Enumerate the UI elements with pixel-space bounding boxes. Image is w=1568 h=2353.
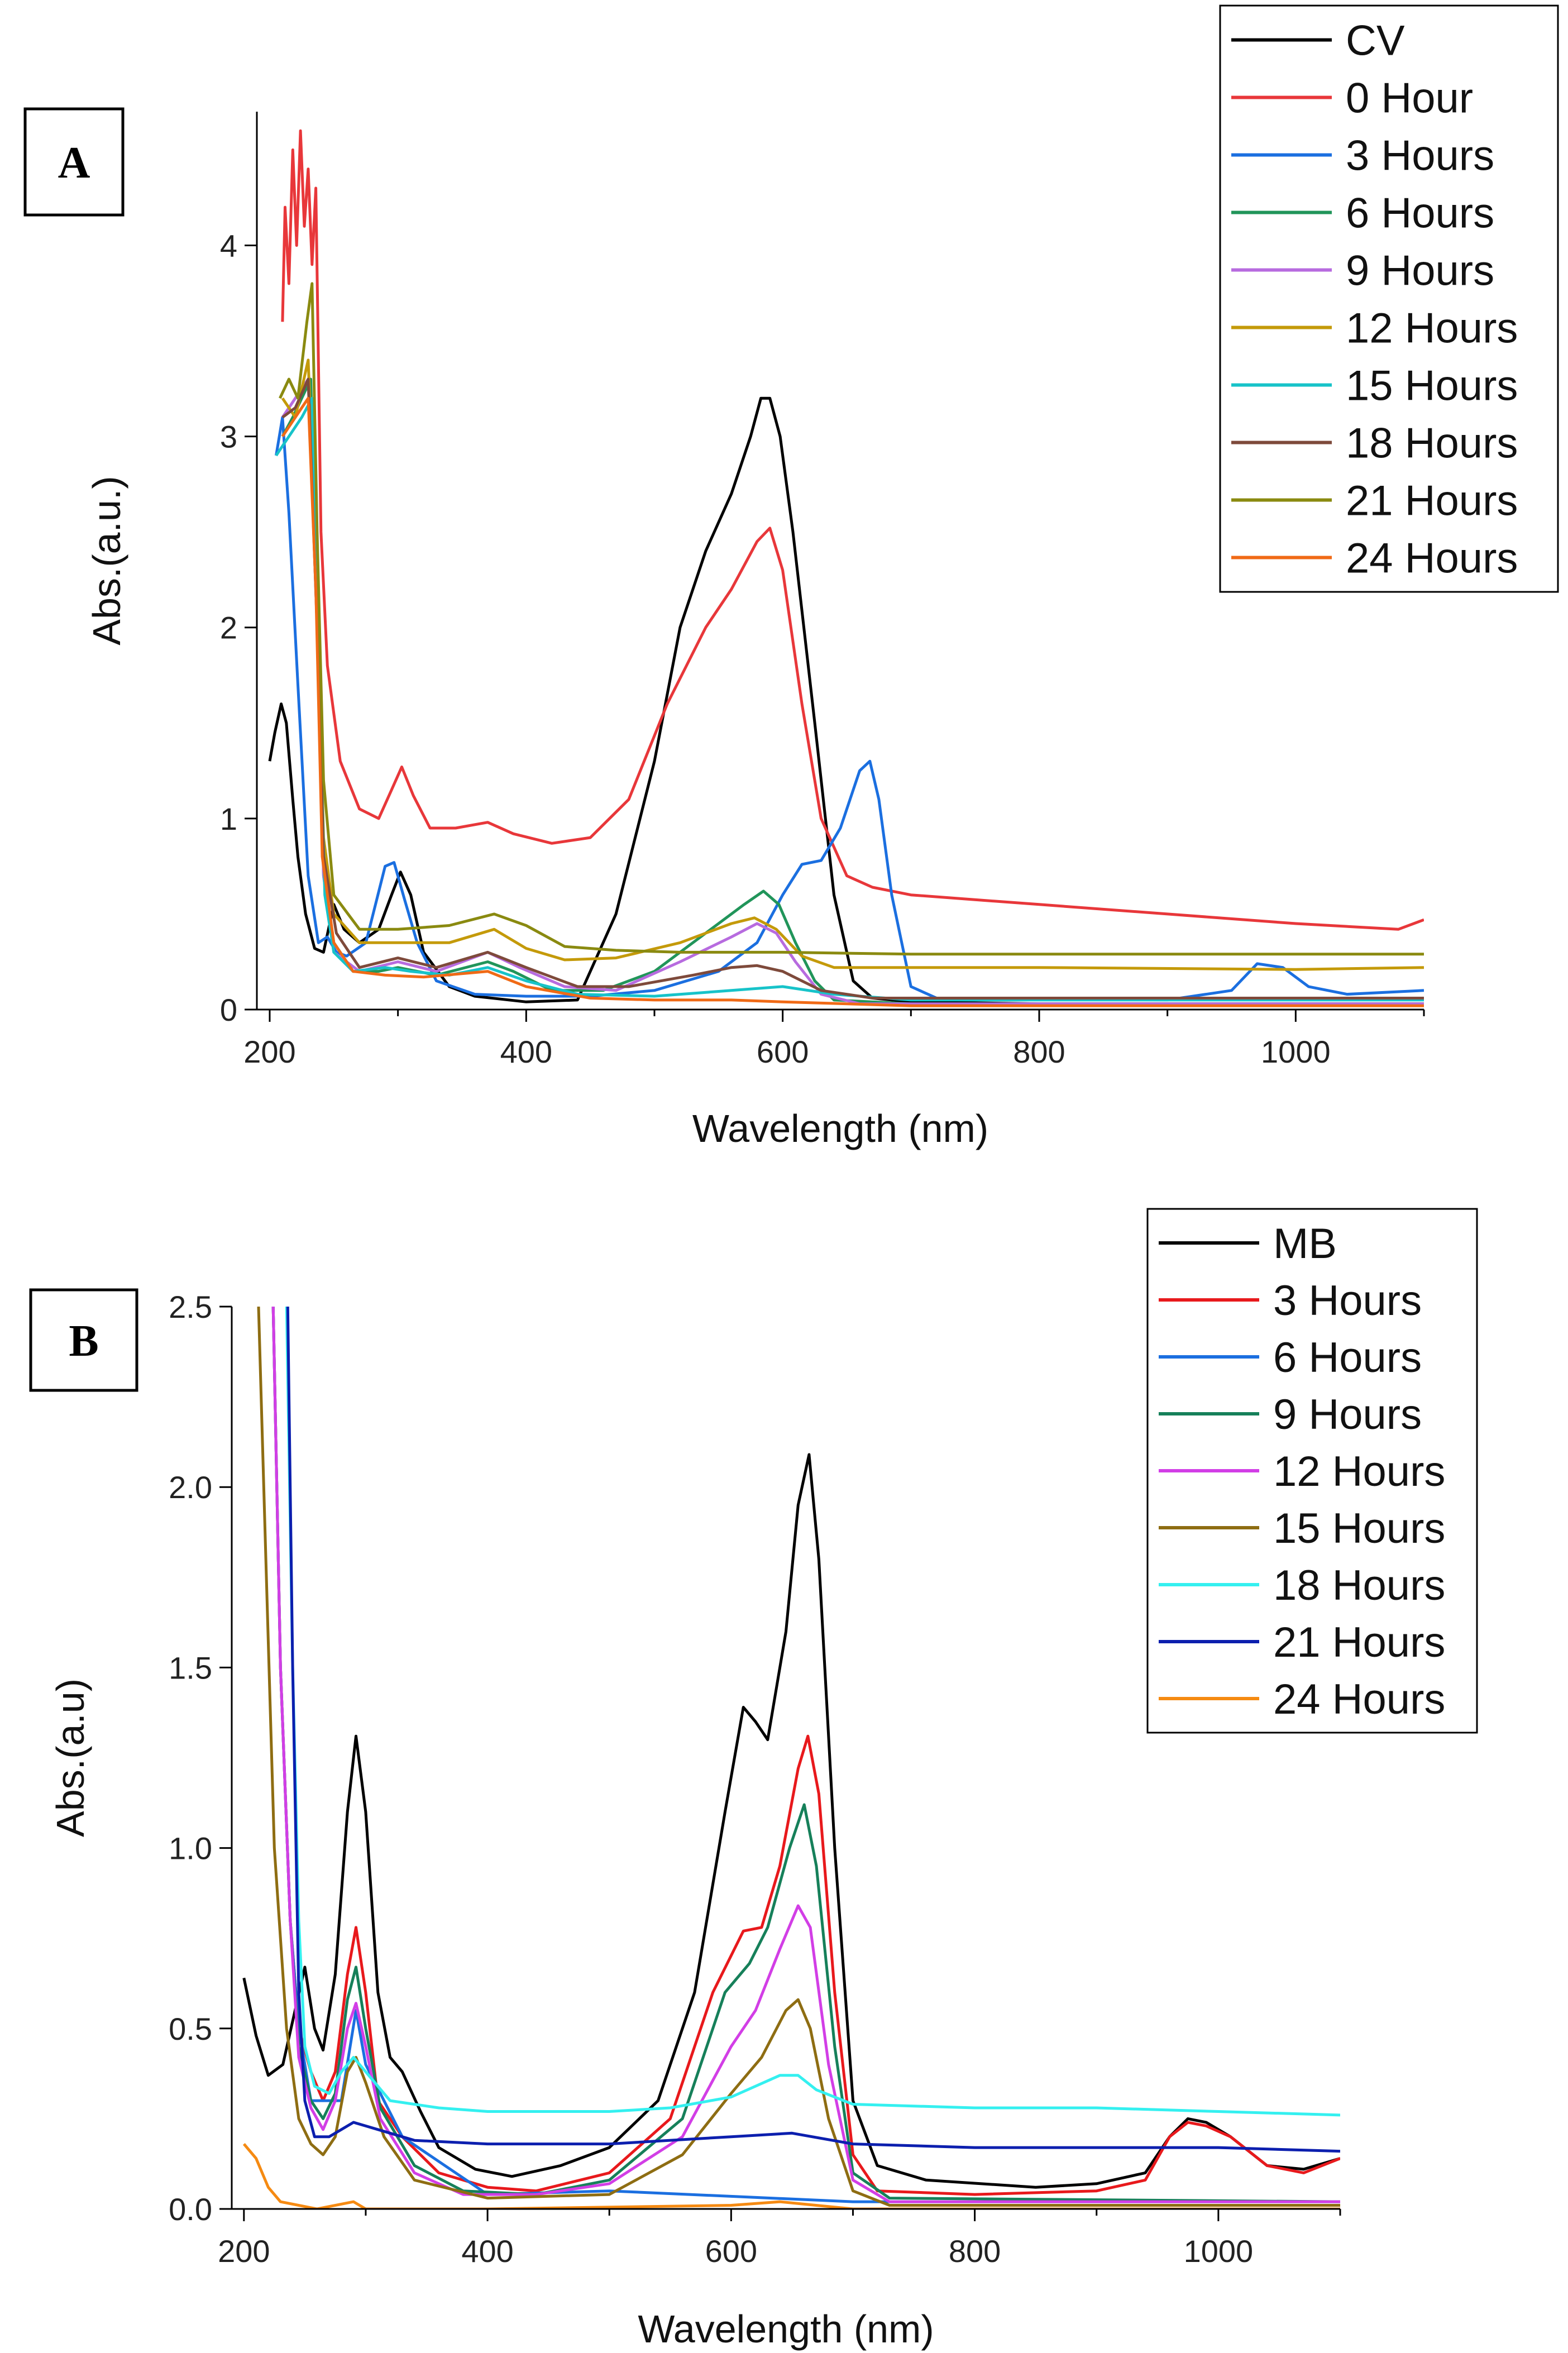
legend: CV 0 Hour 3 Hours 6 Hours 9 Hours 12 Hours 15 … bbox=[1219, 4, 1559, 593]
legend-entry: 21 Hours bbox=[1273, 1619, 1445, 1666]
legend-entry: 21 Hours bbox=[1346, 477, 1518, 525]
series-line-24-hours bbox=[281, 396, 1424, 1007]
legend-entry: 12 Hours bbox=[1273, 1448, 1445, 1495]
y-tick-label: 2.5 bbox=[169, 1289, 212, 1324]
series-line-18-hours bbox=[285, 1307, 1340, 2117]
series-line-21-hours bbox=[286, 1307, 1340, 2153]
x-tick-label: 800 bbox=[949, 2234, 1001, 2269]
panel-label-box bbox=[23, 107, 125, 217]
chart-panel-b: 200 400 600 800 1000 0.0 0.5 1.0 1.5 2.0 2.5 Wavele… bbox=[29, 1208, 1478, 2351]
x-tick-label: 800 bbox=[1013, 1034, 1065, 1069]
legend-box bbox=[1219, 4, 1559, 593]
y-tick-label: 1.5 bbox=[169, 1650, 212, 1685]
x-tick-label: 400 bbox=[461, 2234, 513, 2269]
x-axis-label: Wavelength (nm) bbox=[638, 2307, 934, 2351]
legend-entry: 3 Hours bbox=[1346, 132, 1494, 180]
y-tick-label: 1.0 bbox=[169, 1831, 212, 1866]
series-line-3-hours bbox=[271, 1307, 1340, 2196]
x-tick-label: 1000 bbox=[1261, 1034, 1331, 1069]
y-tick-label: 3 bbox=[220, 419, 237, 455]
legend-entry: 18 Hours bbox=[1346, 420, 1518, 467]
legend-entry: 24 Hours bbox=[1346, 535, 1518, 582]
legend-entry: 15 Hours bbox=[1273, 1505, 1445, 1552]
legend-entry: 6 Hours bbox=[1346, 190, 1494, 237]
series-line-15-hours bbox=[257, 1307, 1340, 2207]
series-line-15-hours bbox=[275, 396, 1424, 1002]
panel-label-box bbox=[29, 1288, 138, 1392]
series-line-mb bbox=[242, 1453, 1340, 2189]
legend-entry: CV bbox=[1346, 17, 1405, 65]
legend-entry: 9 Hours bbox=[1346, 247, 1494, 295]
panel-label: B bbox=[69, 1317, 98, 1366]
legend-entry: 24 Hours bbox=[1273, 1676, 1445, 1723]
x-tick-label: 200 bbox=[243, 1034, 295, 1069]
series-line-0-hour bbox=[281, 129, 1424, 931]
x-tick-label: 400 bbox=[500, 1034, 552, 1069]
x-tick-label: 1000 bbox=[1184, 2234, 1254, 2269]
x-tick-label: 200 bbox=[218, 2234, 270, 2269]
series-line-24-hours bbox=[242, 2142, 1340, 2209]
y-tick-label: 2.0 bbox=[169, 1470, 212, 1505]
y-tick-label: 0.0 bbox=[169, 2192, 212, 2227]
x-tick-label: 600 bbox=[757, 1034, 809, 1069]
y-axis-label: Abs.(a.u) bbox=[49, 1678, 92, 1837]
series-line-cv bbox=[268, 396, 1424, 1006]
legend-entry: 0 Hour bbox=[1346, 75, 1473, 122]
legend-entry: 18 Hours bbox=[1273, 1562, 1445, 1609]
series-line-12-hours bbox=[271, 1307, 1340, 2203]
y-tick-label: 4 bbox=[220, 228, 237, 263]
legend-entry: 6 Hours bbox=[1273, 1334, 1422, 1381]
legend-entry: 9 Hours bbox=[1273, 1391, 1422, 1438]
y-tick-label: 1 bbox=[220, 801, 237, 836]
legend-entry: MB bbox=[1273, 1220, 1337, 1268]
series-line-21-hours bbox=[279, 282, 1424, 956]
panel-label: A bbox=[58, 138, 90, 188]
y-axis-label: Abs.(a.u.) bbox=[85, 476, 128, 645]
x-tick-label: 600 bbox=[705, 2234, 757, 2269]
x-axis-label: Wavelength (nm) bbox=[692, 1107, 988, 1150]
chart-panel-a: 200 400 600 800 1000 0 1 2 3 4 Wavelength (nm) Abs.… bbox=[23, 4, 1559, 1150]
y-tick-label: 0.5 bbox=[169, 2011, 212, 2046]
legend: MB 3 Hours 6 Hours 9 Hours 12 Hours 15 Hours 1… bbox=[1146, 1208, 1478, 1734]
legend-entry: 15 Hours bbox=[1346, 362, 1518, 410]
y-tick-label: 2 bbox=[220, 610, 237, 645]
series-line-9-hours bbox=[271, 1307, 1340, 2203]
y-tick-label: 0 bbox=[220, 992, 237, 1027]
legend-entry: 12 Hours bbox=[1346, 305, 1518, 352]
legend-entry: 3 Hours bbox=[1273, 1277, 1422, 1324]
